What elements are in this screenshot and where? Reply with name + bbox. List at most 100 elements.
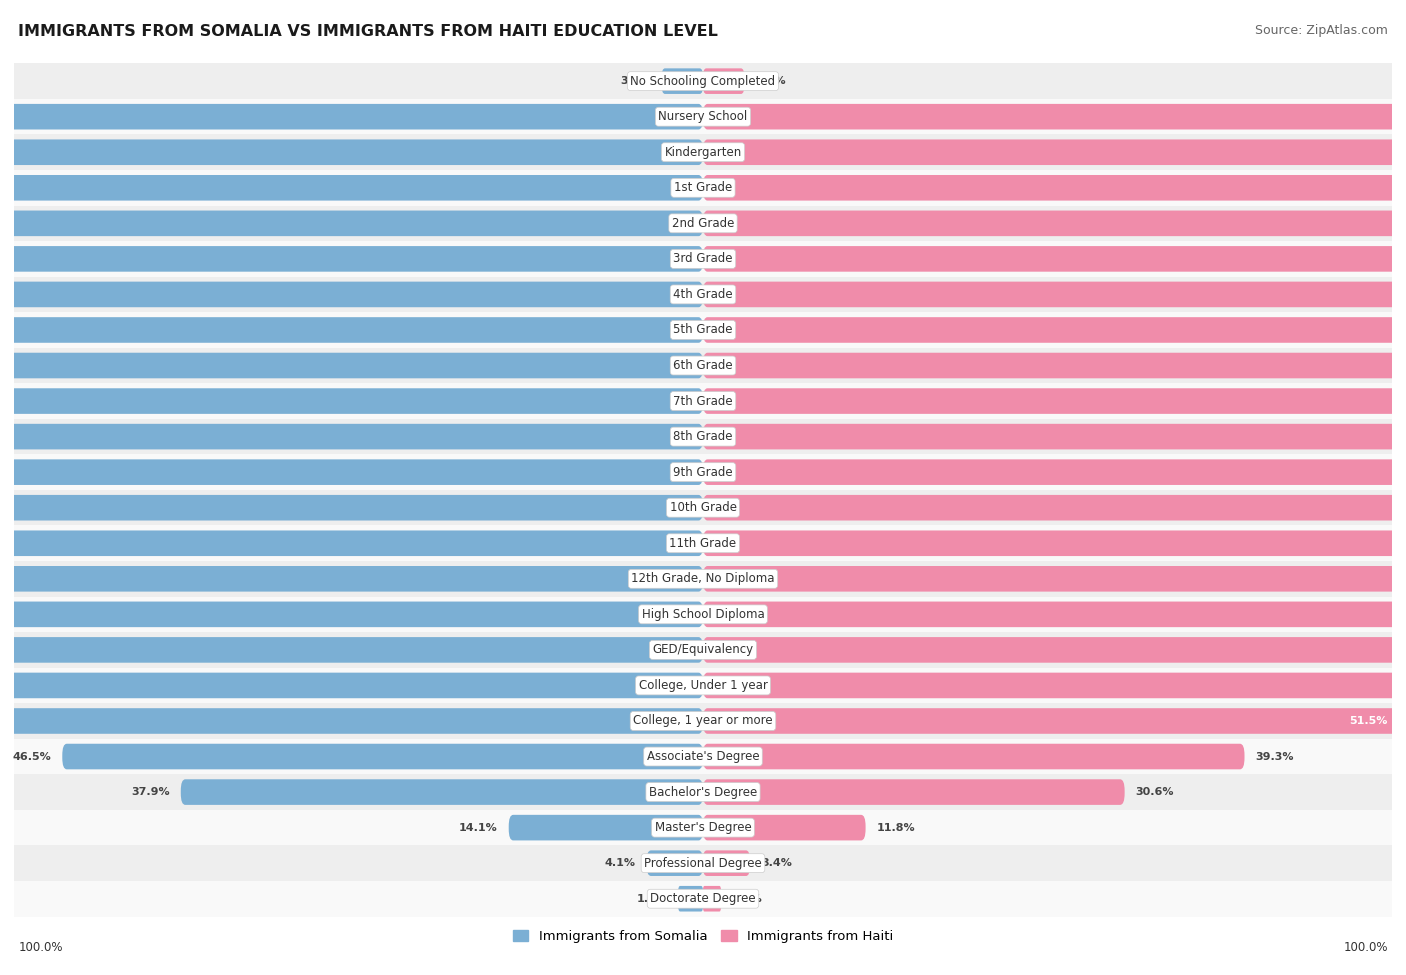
Text: High School Diploma: High School Diploma xyxy=(641,607,765,621)
FancyBboxPatch shape xyxy=(0,602,703,627)
FancyBboxPatch shape xyxy=(703,104,1406,130)
Text: Nursery School: Nursery School xyxy=(658,110,748,123)
FancyBboxPatch shape xyxy=(0,530,703,556)
Bar xyxy=(14,419,1392,454)
Text: 30.6%: 30.6% xyxy=(1136,787,1174,798)
Text: 51.5%: 51.5% xyxy=(1350,716,1388,726)
FancyBboxPatch shape xyxy=(703,282,1406,307)
FancyBboxPatch shape xyxy=(0,708,703,734)
FancyBboxPatch shape xyxy=(0,353,703,378)
Text: 14.1%: 14.1% xyxy=(458,823,498,833)
FancyBboxPatch shape xyxy=(0,388,703,413)
Text: Professional Degree: Professional Degree xyxy=(644,857,762,870)
FancyBboxPatch shape xyxy=(0,424,703,449)
FancyBboxPatch shape xyxy=(703,424,1406,449)
FancyBboxPatch shape xyxy=(703,566,1406,592)
Text: 7th Grade: 7th Grade xyxy=(673,395,733,408)
Bar xyxy=(14,810,1392,845)
Text: 6th Grade: 6th Grade xyxy=(673,359,733,372)
FancyBboxPatch shape xyxy=(703,388,1406,413)
FancyBboxPatch shape xyxy=(703,602,1406,627)
FancyBboxPatch shape xyxy=(703,744,1244,769)
Text: Master's Degree: Master's Degree xyxy=(655,821,751,835)
FancyBboxPatch shape xyxy=(647,850,703,876)
Text: College, 1 year or more: College, 1 year or more xyxy=(633,715,773,727)
Text: Kindergarten: Kindergarten xyxy=(665,145,741,159)
FancyBboxPatch shape xyxy=(703,175,1406,201)
Text: 3.0%: 3.0% xyxy=(620,76,651,86)
FancyBboxPatch shape xyxy=(0,139,703,165)
Text: 9th Grade: 9th Grade xyxy=(673,466,733,479)
FancyBboxPatch shape xyxy=(0,495,703,521)
Text: 1.8%: 1.8% xyxy=(637,894,668,904)
Text: 3rd Grade: 3rd Grade xyxy=(673,253,733,265)
FancyBboxPatch shape xyxy=(703,673,1406,698)
Text: Source: ZipAtlas.com: Source: ZipAtlas.com xyxy=(1254,24,1388,37)
Text: 12th Grade, No Diploma: 12th Grade, No Diploma xyxy=(631,572,775,585)
Text: 100.0%: 100.0% xyxy=(18,941,63,954)
FancyBboxPatch shape xyxy=(0,104,703,130)
FancyBboxPatch shape xyxy=(703,353,1406,378)
FancyBboxPatch shape xyxy=(703,708,1406,734)
FancyBboxPatch shape xyxy=(703,246,1406,272)
Bar xyxy=(14,383,1392,419)
FancyBboxPatch shape xyxy=(62,744,703,769)
FancyBboxPatch shape xyxy=(678,886,703,912)
Legend: Immigrants from Somalia, Immigrants from Haiti: Immigrants from Somalia, Immigrants from… xyxy=(508,924,898,949)
FancyBboxPatch shape xyxy=(0,175,703,201)
FancyBboxPatch shape xyxy=(662,68,703,94)
Text: IMMIGRANTS FROM SOMALIA VS IMMIGRANTS FROM HAITI EDUCATION LEVEL: IMMIGRANTS FROM SOMALIA VS IMMIGRANTS FR… xyxy=(18,24,718,39)
FancyBboxPatch shape xyxy=(0,637,703,663)
Bar xyxy=(14,526,1392,561)
Text: 11th Grade: 11th Grade xyxy=(669,537,737,550)
Bar xyxy=(14,277,1392,312)
Bar xyxy=(14,561,1392,597)
Text: 5th Grade: 5th Grade xyxy=(673,324,733,336)
FancyBboxPatch shape xyxy=(703,139,1406,165)
FancyBboxPatch shape xyxy=(0,211,703,236)
FancyBboxPatch shape xyxy=(703,495,1406,521)
FancyBboxPatch shape xyxy=(703,459,1406,485)
Text: Associate's Degree: Associate's Degree xyxy=(647,750,759,763)
FancyBboxPatch shape xyxy=(0,673,703,698)
Text: GED/Equivalency: GED/Equivalency xyxy=(652,644,754,656)
FancyBboxPatch shape xyxy=(0,566,703,592)
Bar xyxy=(14,63,1392,98)
FancyBboxPatch shape xyxy=(181,779,703,805)
Text: 37.9%: 37.9% xyxy=(131,787,170,798)
Text: 100.0%: 100.0% xyxy=(1343,941,1388,954)
FancyBboxPatch shape xyxy=(0,282,703,307)
Text: 4.1%: 4.1% xyxy=(605,858,636,868)
Text: 10th Grade: 10th Grade xyxy=(669,501,737,514)
Bar xyxy=(14,206,1392,241)
Bar xyxy=(14,241,1392,277)
Text: 4th Grade: 4th Grade xyxy=(673,288,733,301)
Text: Doctorate Degree: Doctorate Degree xyxy=(650,892,756,905)
FancyBboxPatch shape xyxy=(509,815,703,840)
FancyBboxPatch shape xyxy=(703,530,1406,556)
Bar xyxy=(14,170,1392,206)
FancyBboxPatch shape xyxy=(703,815,866,840)
Bar xyxy=(14,739,1392,774)
Bar xyxy=(14,348,1392,383)
FancyBboxPatch shape xyxy=(703,886,721,912)
Text: 3.4%: 3.4% xyxy=(761,858,792,868)
Bar xyxy=(14,632,1392,668)
Text: Bachelor's Degree: Bachelor's Degree xyxy=(650,786,756,799)
Text: 1st Grade: 1st Grade xyxy=(673,181,733,194)
Bar xyxy=(14,668,1392,703)
Bar xyxy=(14,774,1392,810)
Bar xyxy=(14,135,1392,170)
Bar xyxy=(14,489,1392,526)
Bar xyxy=(14,597,1392,632)
FancyBboxPatch shape xyxy=(703,850,749,876)
Text: 11.8%: 11.8% xyxy=(876,823,915,833)
FancyBboxPatch shape xyxy=(703,68,744,94)
Text: College, Under 1 year: College, Under 1 year xyxy=(638,679,768,692)
Bar xyxy=(14,312,1392,348)
Bar xyxy=(14,98,1392,135)
FancyBboxPatch shape xyxy=(0,246,703,272)
FancyBboxPatch shape xyxy=(0,459,703,485)
FancyBboxPatch shape xyxy=(0,317,703,343)
Text: 8th Grade: 8th Grade xyxy=(673,430,733,443)
